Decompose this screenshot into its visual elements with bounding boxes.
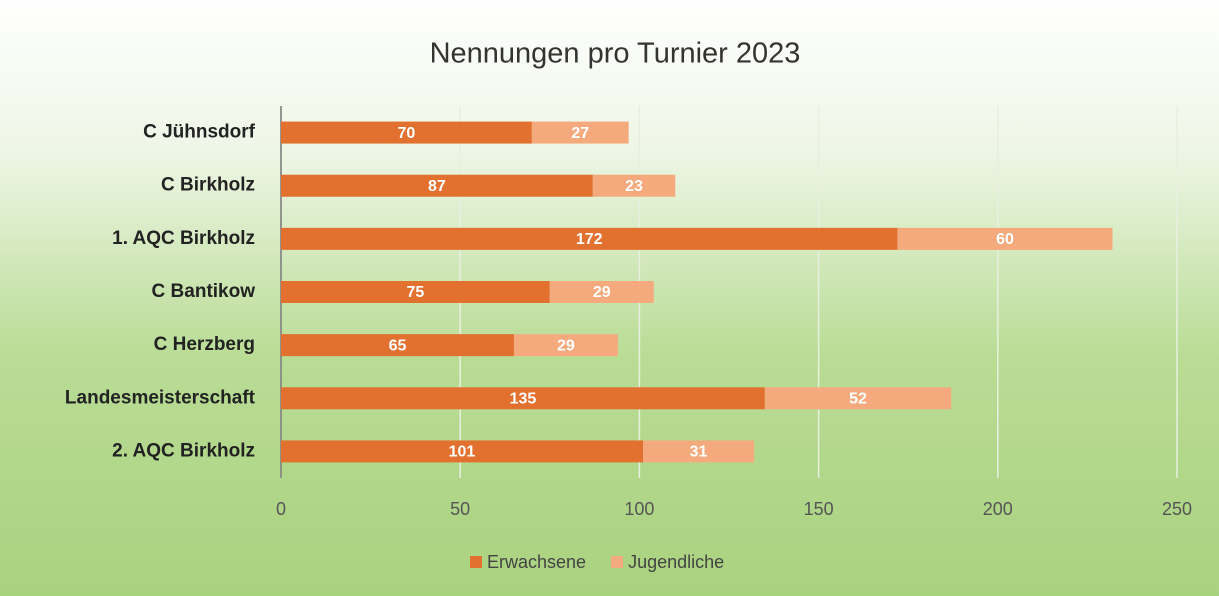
data-label: 29 <box>557 337 575 354</box>
legend-swatch <box>611 556 624 568</box>
bar <box>897 227 1113 250</box>
bar <box>281 121 532 144</box>
data-label: 172 <box>576 231 603 248</box>
x-tick-label: 50 <box>450 499 470 519</box>
chart-title: Nennungen pro Turnier 2023 <box>430 38 801 70</box>
bar <box>764 387 952 410</box>
bar <box>281 227 898 250</box>
data-label: 60 <box>996 231 1014 248</box>
y-tick-label: C Birkholz <box>161 175 255 196</box>
bar <box>281 387 765 410</box>
data-label: 101 <box>449 444 476 461</box>
data-label: 31 <box>690 444 708 461</box>
data-label: 87 <box>428 178 446 195</box>
x-tick-label: 250 <box>1162 499 1192 519</box>
data-label: 23 <box>625 178 643 195</box>
legend-swatch <box>470 556 482 568</box>
data-label: 29 <box>593 284 611 301</box>
data-label: 75 <box>407 284 425 301</box>
bar <box>281 281 550 303</box>
x-tick-label: 150 <box>804 499 834 519</box>
data-label: 65 <box>389 337 407 354</box>
y-tick-label: C Bantikow <box>152 281 256 302</box>
data-label: 27 <box>571 125 589 142</box>
y-tick-label: C Herzberg <box>154 334 255 355</box>
data-label: 70 <box>398 125 416 142</box>
x-tick-label: 100 <box>624 499 654 519</box>
x-tick-label: 200 <box>983 499 1013 519</box>
y-tick-label: Landesmeisterschaft <box>65 387 256 408</box>
bar <box>642 440 755 463</box>
bar <box>592 174 676 197</box>
bar <box>281 334 514 357</box>
data-label: 52 <box>849 391 867 408</box>
legend-label: Erwachsene <box>487 552 586 572</box>
y-tick-label: 1. AQC Birkholz <box>112 228 255 249</box>
bar <box>281 174 593 197</box>
y-tick-label: C Jühnsdorf <box>143 122 256 143</box>
bar <box>549 281 654 303</box>
bar <box>531 121 629 144</box>
y-tick-label: 2. AQC Birkholz <box>112 440 255 461</box>
bar <box>513 334 618 357</box>
x-tick-label: 0 <box>276 499 286 519</box>
bar <box>281 440 643 463</box>
data-label: 135 <box>510 391 537 408</box>
legend-label: Jugendliche <box>628 552 724 572</box>
